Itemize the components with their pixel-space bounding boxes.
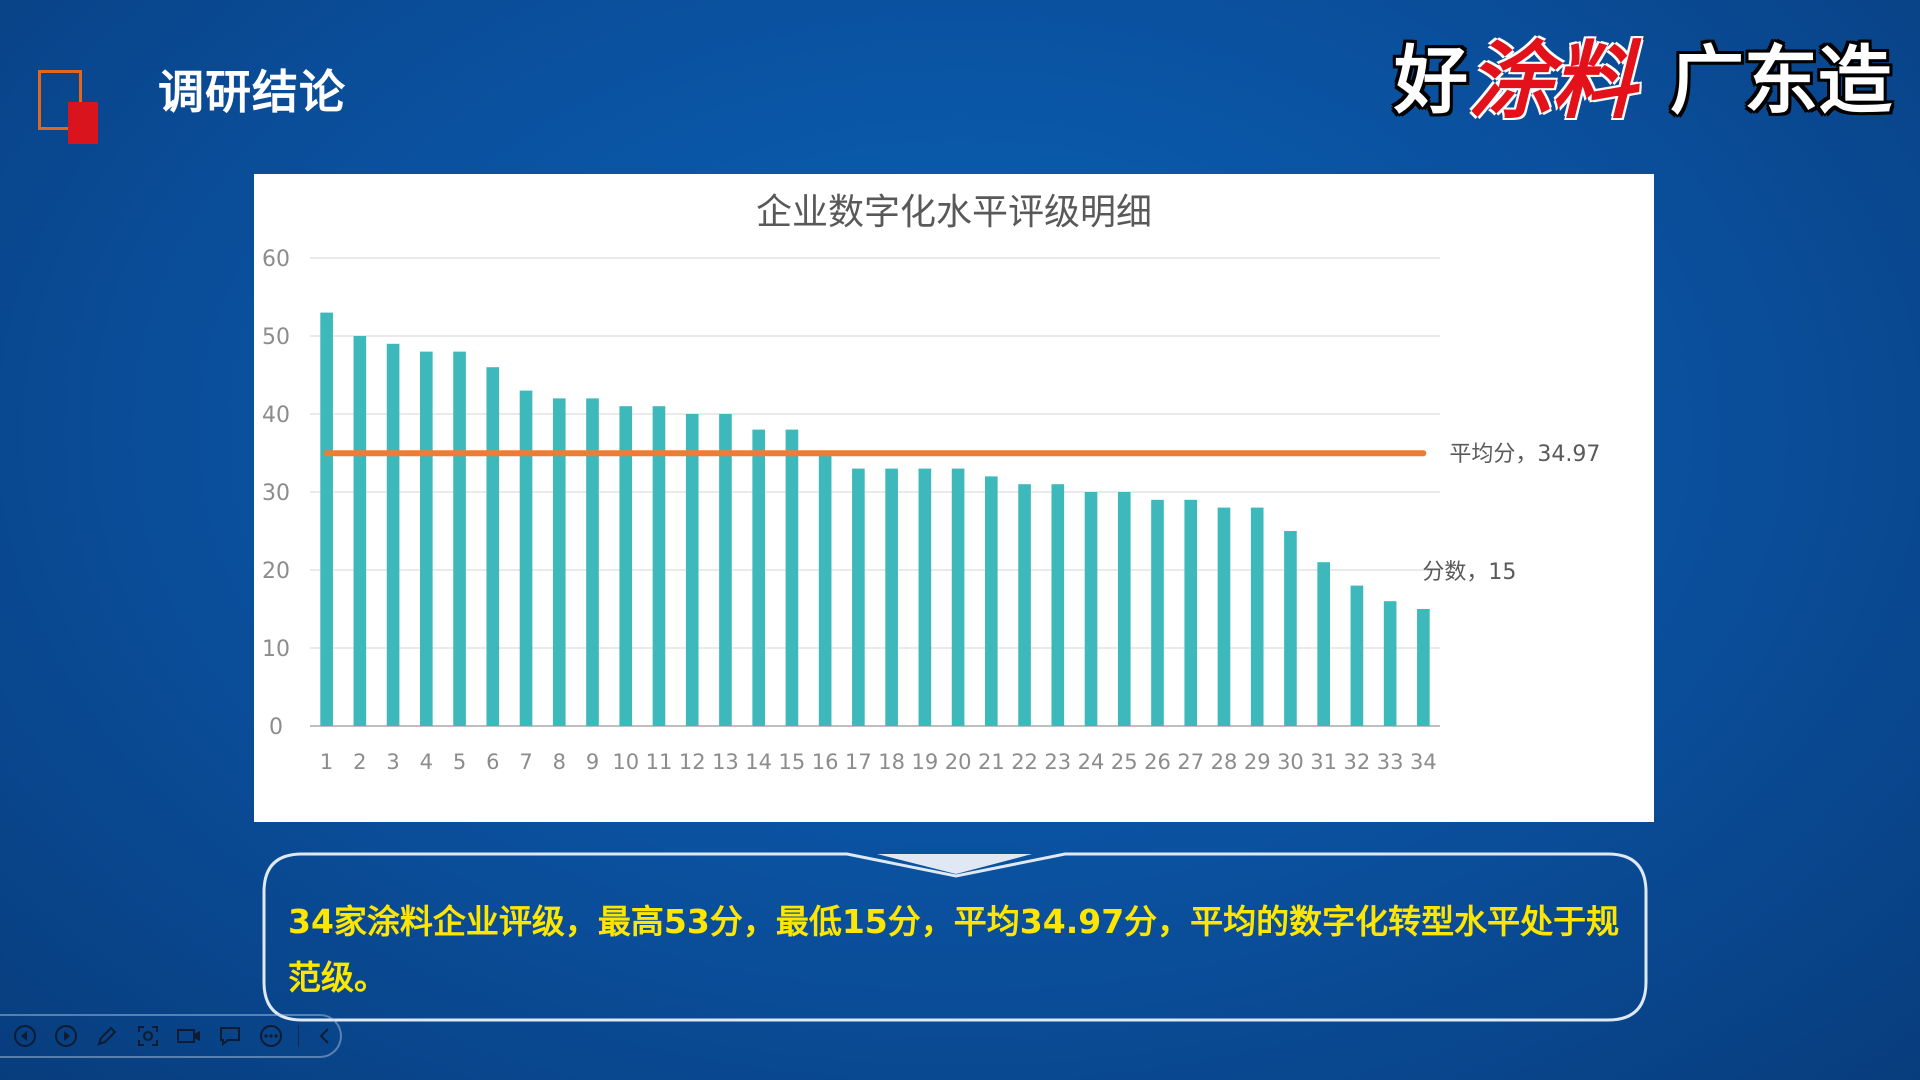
bar — [353, 336, 367, 726]
bar — [453, 351, 466, 726]
pen-icon[interactable] — [92, 1021, 121, 1051]
bar — [1317, 562, 1330, 726]
bar — [985, 476, 998, 726]
x-tick-label: 12 — [679, 750, 706, 774]
x-tick-label: 2 — [353, 750, 366, 774]
bar — [1217, 507, 1231, 726]
bar — [719, 414, 732, 726]
bar — [1018, 484, 1031, 726]
bar — [785, 429, 799, 726]
last-bar-data-label: 分数，15 — [1422, 560, 1516, 585]
x-tick-label: 22 — [1011, 750, 1038, 774]
zoom-icon[interactable] — [133, 1021, 162, 1051]
bar — [1250, 507, 1264, 726]
presentation-toolbar — [0, 1014, 342, 1058]
x-tick-label: 28 — [1211, 750, 1238, 774]
collapse-icon[interactable] — [311, 1021, 340, 1051]
x-tick-label: 11 — [646, 750, 673, 774]
x-tick-label: 21 — [978, 750, 1005, 774]
x-tick-label: 24 — [1078, 750, 1105, 774]
bar — [619, 406, 633, 726]
bar — [586, 398, 599, 726]
brand-slogan-part3: 广东造 — [1670, 38, 1892, 124]
y-tick-label: 10 — [262, 637, 290, 662]
bar — [1350, 585, 1364, 726]
bar — [818, 453, 832, 726]
bar — [1117, 492, 1131, 726]
page-title: 调研结论 — [158, 65, 346, 119]
x-tick-label: 13 — [712, 750, 739, 774]
y-tick-label: 20 — [262, 559, 290, 584]
x-tick-label: 26 — [1144, 750, 1171, 774]
y-tick-label: 50 — [262, 325, 290, 350]
x-tick-label: 34 — [1410, 750, 1437, 774]
summary-text: 34家涂料企业评级，最高53分，最低15分，平均34.97分，平均的数字化转型水… — [288, 902, 1620, 997]
x-tick-label: 9 — [586, 750, 599, 774]
x-tick-label: 17 — [845, 750, 872, 774]
average-data-label: 平均分，34.97 — [1449, 442, 1600, 467]
more-icon[interactable] — [257, 1021, 286, 1051]
section-logo-mark — [38, 66, 102, 146]
comment-icon[interactable] — [216, 1021, 245, 1051]
bar — [486, 367, 500, 726]
x-tick-label: 20 — [945, 750, 972, 774]
summary-callout: 34家涂料企业评级，最高53分，最低15分，平均34.97分，平均的数字化转型水… — [262, 852, 1648, 1022]
x-tick-label: 6 — [486, 750, 499, 774]
x-tick-label: 29 — [1244, 750, 1271, 774]
x-tick-label: 19 — [911, 750, 938, 774]
bar — [1151, 499, 1164, 726]
bar — [1051, 484, 1065, 726]
x-tick-label: 4 — [420, 750, 433, 774]
bar — [1184, 499, 1198, 726]
bar — [420, 351, 433, 726]
x-tick-label: 14 — [745, 750, 772, 774]
x-tick-label: 33 — [1377, 750, 1404, 774]
x-tick-label: 7 — [519, 750, 532, 774]
bar — [652, 406, 666, 726]
bar — [1084, 492, 1098, 726]
brand-slogan-part2: 涂料 — [1467, 31, 1636, 130]
y-tick-label: 0 — [269, 715, 283, 740]
x-tick-label: 5 — [453, 750, 466, 774]
bar — [1383, 601, 1397, 726]
bar — [320, 312, 333, 726]
x-tick-label: 25 — [1111, 750, 1138, 774]
x-tick-label: 8 — [553, 750, 566, 774]
camera-icon[interactable] — [175, 1021, 204, 1051]
bar — [885, 468, 898, 726]
x-tick-label: 15 — [779, 750, 806, 774]
bar — [386, 343, 400, 726]
x-tick-label: 31 — [1310, 750, 1337, 774]
x-tick-label: 23 — [1044, 750, 1071, 774]
brand-slogan-part1: 好 — [1393, 38, 1468, 124]
bar — [685, 414, 699, 726]
chart-panel: 企业数字化水平评级明细 0 10 20 30 40 50 60 1 2 3 4 5 6 7 8 9 10 11 1… — [254, 174, 1654, 822]
brand-slogan: 好 涂料 广东造 — [1394, 26, 1892, 136]
bar — [552, 398, 566, 726]
y-tick-label: 30 — [262, 481, 290, 506]
bar — [1284, 531, 1297, 726]
x-tick-label: 32 — [1344, 750, 1371, 774]
x-tick-label: 3 — [386, 750, 399, 774]
bar — [1417, 609, 1430, 726]
y-tick-label: 40 — [262, 403, 290, 428]
callout-frame — [262, 852, 1648, 1022]
bar — [519, 390, 533, 726]
x-tick-label: 18 — [878, 750, 905, 774]
prev-icon[interactable] — [10, 1021, 39, 1051]
bar — [852, 468, 865, 726]
x-tick-label: 10 — [612, 750, 639, 774]
toolbar-separator — [297, 1025, 299, 1047]
y-tick-label: 60 — [262, 247, 290, 272]
bar — [918, 468, 932, 726]
x-tick-label: 30 — [1277, 750, 1304, 774]
bar — [752, 429, 765, 726]
chart-title: 企业数字化水平评级明细 — [756, 192, 1152, 233]
x-tick-label: 1 — [320, 750, 333, 774]
next-icon[interactable] — [51, 1021, 80, 1051]
bar — [951, 468, 965, 726]
x-tick-label: 16 — [812, 750, 839, 774]
x-tick-label: 27 — [1177, 750, 1204, 774]
